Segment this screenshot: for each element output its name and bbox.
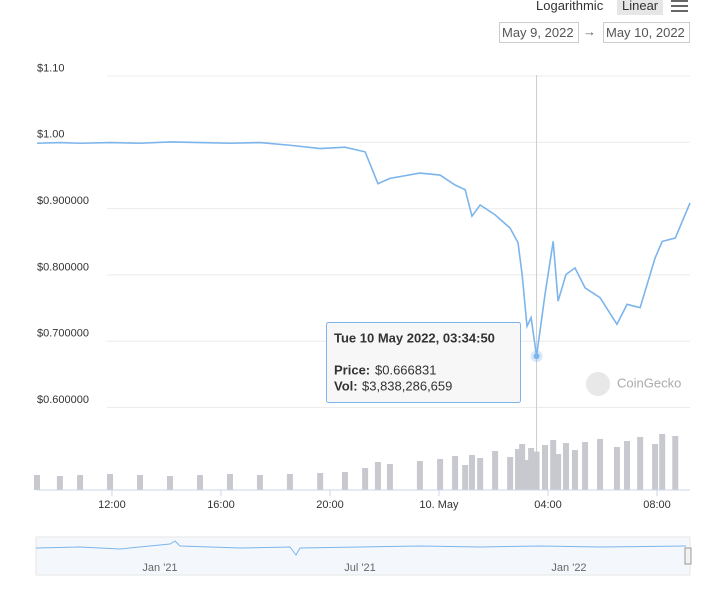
volume-bar xyxy=(196,475,203,490)
volume-bar xyxy=(107,474,114,490)
x-tick-label: 12:00 xyxy=(98,499,126,511)
price xyxy=(36,141,691,357)
volume-bar xyxy=(613,447,620,490)
y-tick-label: $1.00 xyxy=(37,129,65,141)
volume-bar xyxy=(286,474,293,490)
tooltip-box xyxy=(326,322,521,403)
watermark-text: CoinGecko xyxy=(617,375,681,390)
navigator-frame xyxy=(35,536,691,576)
scale-logarithmic[interactable]: Logarithmic xyxy=(536,0,604,13)
tooltip-price-value: $0.666831 xyxy=(375,362,436,377)
volume-bar xyxy=(659,434,666,490)
volume-bar xyxy=(226,474,233,490)
menu-button[interactable] xyxy=(671,0,688,12)
watermark: CoinGecko xyxy=(586,372,681,396)
volume-bar xyxy=(468,455,475,490)
volume-bar xyxy=(519,444,526,490)
date-arrow: → xyxy=(583,24,596,39)
volume-bar xyxy=(550,440,557,490)
watermark-logo xyxy=(586,372,610,396)
y-tick-label: $1.10 xyxy=(37,62,65,74)
y-tick-label: $0.600000 xyxy=(37,394,89,406)
volume-bar xyxy=(386,464,393,490)
x-tick-label: 20:00 xyxy=(316,499,344,511)
x-tick-label: 08:00 xyxy=(643,499,671,511)
volume-bar xyxy=(507,457,514,490)
volume-bar xyxy=(524,460,531,490)
tooltip-price-label: Price: xyxy=(334,362,370,377)
volume-bar xyxy=(624,441,631,490)
tooltip-vol-label: Vol: xyxy=(334,378,358,393)
volume-bar xyxy=(533,451,540,490)
volume-bar xyxy=(637,437,644,490)
volume-bar xyxy=(34,475,40,490)
volume-bar xyxy=(256,475,263,490)
navigator: Jan '21 Jul '21 Jan '22 xyxy=(35,536,692,576)
volume-bar xyxy=(528,448,535,490)
volume-bar xyxy=(555,454,562,490)
date-from[interactable]: May 9, 2022 xyxy=(499,22,579,43)
volume-bar xyxy=(597,439,604,490)
volume-bar xyxy=(562,443,569,490)
tooltip-title: Tue 10 May 2022, 03:34:50 xyxy=(334,330,495,345)
volume-bar xyxy=(462,465,469,490)
price-line xyxy=(36,141,691,357)
y-tick-label: $0.800000 xyxy=(37,261,89,273)
x-tick-label: 04:00 xyxy=(534,499,562,511)
navigator-label: Jan '21 xyxy=(142,562,177,574)
volume-bar xyxy=(652,444,659,490)
volume-bar xyxy=(452,456,459,490)
hover-point xyxy=(533,353,540,360)
navigator-handle[interactable] xyxy=(684,547,692,565)
x-tick-label: 10. May xyxy=(419,499,459,511)
volume xyxy=(34,434,679,490)
volume-bar xyxy=(672,436,679,490)
volume-bar xyxy=(416,461,423,490)
volume-bar xyxy=(77,475,84,490)
volume-bar xyxy=(571,450,578,490)
navigator-line xyxy=(35,540,687,556)
volume-bar xyxy=(362,468,369,490)
y-tick-label: $0.900000 xyxy=(37,195,89,207)
volume-bar xyxy=(137,475,144,490)
volume-bar xyxy=(542,445,549,490)
date-to[interactable]: May 10, 2022 xyxy=(603,22,690,43)
volume-bar xyxy=(341,472,348,490)
tooltip: Tue 10 May 2022, 03:34:50 Price: $0.666831… xyxy=(326,322,543,403)
volume-bar xyxy=(515,449,522,490)
navigator-label: Jul '21 xyxy=(344,562,375,574)
volume-bar xyxy=(437,459,444,490)
volume-bar xyxy=(166,476,173,490)
volume-bar xyxy=(374,462,381,490)
tooltip-vol-value: $3,838,286,659 xyxy=(362,378,452,393)
axes: $0.600000 $0.700000 $0.800000 $0.900000 $1.0… xyxy=(37,62,690,511)
volume-bar xyxy=(317,473,324,490)
volume-bar xyxy=(582,442,589,490)
volume-bar xyxy=(477,458,484,490)
volume-bar xyxy=(492,451,499,490)
x-tick-label: 16:00 xyxy=(207,499,235,511)
y-tick-label: $0.700000 xyxy=(37,328,89,340)
volume-bar xyxy=(56,476,63,490)
grid xyxy=(107,75,690,490)
navigator-label: Jan '22 xyxy=(551,562,586,574)
scale-linear[interactable]: Linear xyxy=(617,0,664,15)
